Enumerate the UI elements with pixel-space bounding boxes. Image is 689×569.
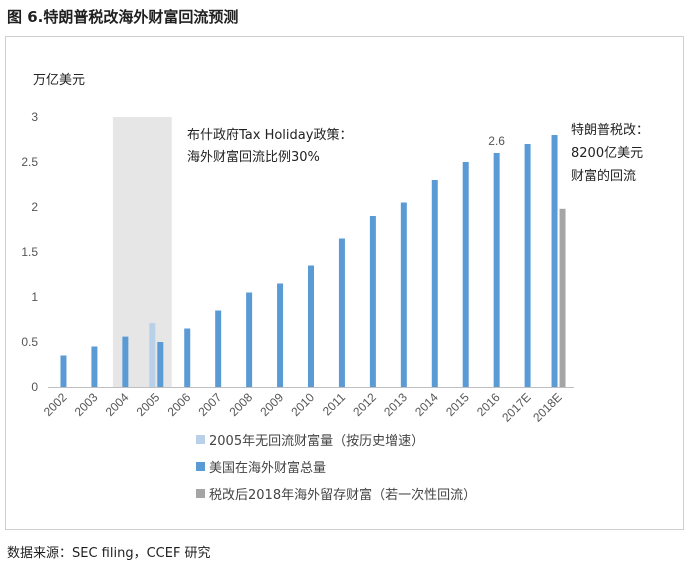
y-tick-label: 2.5	[21, 155, 38, 169]
bar-2012-series-1	[369, 216, 376, 387]
bar-2005-series-1	[157, 342, 164, 387]
bar-2018E-series-2	[559, 208, 566, 387]
annotation-trump-reform: 财富的回流	[571, 168, 636, 184]
bar-2017E-series-1	[524, 144, 531, 387]
figure-title: 图 6.特朗普税改海外财富回流预测	[7, 8, 239, 26]
x-tick-label: 2018E	[530, 390, 564, 424]
x-tick-label: 2013	[381, 390, 410, 419]
y-tick-label: 2	[31, 200, 38, 214]
x-tick-label: 2014	[412, 390, 441, 419]
x-tick-label: 2011	[320, 390, 348, 418]
annotation-trump-reform: 8200亿美元	[571, 146, 643, 161]
annotation-trump-reform: 特朗普税改：	[571, 123, 649, 138]
y-tick-label: 1.5	[21, 245, 38, 259]
bar-2011-series-1	[338, 238, 345, 387]
bar-2007-series-1	[215, 310, 222, 387]
legend-label-0: 2005年无回流财富量（按历史增速）	[209, 433, 424, 449]
bar-2014-series-1	[431, 180, 438, 387]
legend-swatch-1	[196, 462, 205, 471]
annotation-tax-holiday: 布什政府Tax Holiday政策：	[187, 127, 352, 143]
x-tick-label: 2004	[103, 390, 132, 419]
y-tick-label: 1	[31, 290, 38, 304]
annotation-tax-holiday: 海外财富回流比例30%	[187, 149, 320, 165]
bar-2010-series-1	[308, 265, 314, 387]
bar-2018E-series-1	[551, 135, 558, 387]
x-tick-label: 2010	[288, 390, 317, 419]
y-tick-label: 0	[31, 380, 38, 394]
y-tick-label: 0.5	[21, 335, 38, 349]
bar-2004-series-1	[122, 336, 129, 387]
y-tick-label: 3	[31, 110, 38, 124]
bar-2005-series-0	[149, 323, 156, 387]
x-tick-label: 2003	[72, 390, 101, 419]
source-note: 数据来源：SEC filing，CCEF 研究	[7, 546, 211, 561]
x-tick-label: 2015	[443, 390, 472, 419]
x-tick-label: 2002	[41, 390, 70, 419]
x-tick-label: 2012	[350, 390, 379, 419]
x-tick-label: 2017E	[499, 390, 533, 424]
chart-frame	[5, 36, 684, 530]
x-tick-label: 2005	[134, 390, 163, 419]
legend-swatch-2	[196, 489, 205, 498]
bar-2013-series-1	[400, 202, 407, 387]
x-tick-label: 2008	[226, 390, 255, 419]
y-axis-label: 万亿美元	[33, 73, 85, 88]
bar-2003-series-1	[91, 346, 98, 387]
bar-2008-series-1	[246, 292, 253, 387]
legend-swatch-0	[196, 435, 205, 444]
legend-label-2: 税改后2018年海外留存财富（若一次性回流）	[209, 487, 476, 503]
bar-2006-series-1	[184, 328, 191, 387]
x-tick-label: 2007	[196, 390, 225, 419]
data-label: 2.6	[488, 134, 505, 148]
x-tick-label: 2009	[257, 390, 286, 419]
x-tick-label: 2006	[165, 390, 194, 419]
bar-2015-series-1	[462, 162, 469, 387]
bar-2002-series-1	[60, 355, 67, 387]
bar-2016-series-1	[493, 153, 500, 387]
legend-label-1: 美国在海外财富总量	[209, 460, 326, 476]
bar-2009-series-1	[277, 283, 284, 387]
